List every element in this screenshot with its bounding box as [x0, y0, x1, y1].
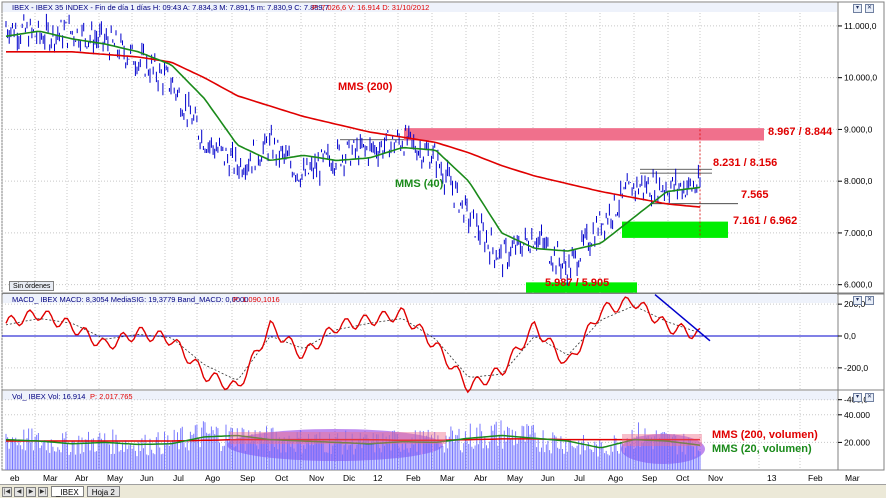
panel-header-strip	[3, 391, 837, 400]
volume-panel-settings-icon[interactable]: ▾	[853, 393, 862, 402]
tab-last-icon[interactable]: ▶|	[38, 486, 48, 497]
volume-header: Vol_ IBEX Vol: 16.914	[12, 392, 85, 401]
tab-next-icon[interactable]: ▶	[26, 486, 36, 497]
mms200-label: MMS (200)	[338, 81, 393, 93]
macd-panel-close-icon[interactable]: ✕	[865, 296, 874, 305]
vol20-label: MMS (20, volumen)	[712, 443, 812, 455]
price-panel-settings-icon[interactable]: ▾	[853, 4, 862, 13]
x-tick-label: Mar	[845, 473, 860, 483]
x-tick-label: Jun	[541, 473, 555, 483]
x-tick-label: Ago	[205, 473, 220, 483]
zone-low-label: 7.161 / 6.962	[733, 215, 797, 227]
zone-bottom-label: 5.987 / 5.905	[545, 277, 609, 289]
tab-prev-icon[interactable]: ◀	[14, 486, 24, 497]
volume-panel-close-icon[interactable]: ✕	[865, 393, 874, 402]
macd-header: MACD_ IBEX MACD: 8,3054 MediaSIG: 19,377…	[12, 295, 248, 304]
macd-trendline	[654, 294, 711, 342]
zone-5987-5905	[526, 282, 637, 293]
volume-band-2	[622, 434, 702, 446]
x-tick-label: Abr	[474, 473, 487, 483]
macd-header-right: P: 1.090,1016	[233, 295, 280, 304]
x-tick-label: Abr	[75, 473, 88, 483]
x-tick-label: Nov	[309, 473, 325, 483]
x-tick-label: Mar	[440, 473, 455, 483]
panel-frame	[1, 292, 885, 391]
price-header: IBEX - IBEX 35 INDEX - Fin de día 1 días…	[12, 3, 329, 12]
mms40-line	[5, 30, 701, 252]
volume-panel[interactable]	[5, 420, 705, 470]
macd-line	[5, 296, 701, 394]
zone-8967-8844	[404, 128, 764, 141]
price-panel-close-icon[interactable]: ✕	[865, 4, 874, 13]
price-bars	[5, 13, 701, 286]
level-7565-label: 7.565	[741, 189, 769, 201]
x-tick-label: 12	[373, 473, 383, 483]
price-y-tick-label: 11.000,0	[844, 21, 877, 31]
volume-bars	[5, 420, 701, 470]
x-tick-label: Ago	[608, 473, 623, 483]
zone-high-label: 8.967 / 8.844	[768, 126, 833, 138]
zone-7161-6962	[622, 221, 728, 238]
x-tick-label: May	[507, 473, 524, 483]
x-tick-label: Jul	[173, 473, 184, 483]
mms200-line	[6, 51, 701, 208]
panel-header-strip	[3, 3, 837, 12]
sin-ordenes-button[interactable]: Sin órdenes	[9, 281, 55, 291]
macd-signal-line	[5, 305, 701, 380]
price-header-right: P: 7.026,6 V: 16.914 D: 31/10/2012	[312, 3, 429, 12]
price-y-tick-label: 9.000,0	[844, 124, 873, 134]
price-y-tick-label: 10.000,0	[844, 73, 877, 83]
axis-labels: eb Mar Abr May Jun Jul Ago Sep Oct Nov Dic 12 Feb Mar…	[10, 21, 877, 483]
tab-hoja2[interactable]: Hoja 2	[86, 486, 120, 497]
x-tick-label: Mar	[43, 473, 58, 483]
volume-mms200-line	[6, 438, 700, 442]
volume-y-tick-label: 20.000	[844, 437, 870, 447]
mms40-label: MMS (40)	[395, 178, 444, 190]
x-tick-label: Feb	[406, 473, 421, 483]
zone-mid-label: 8.231 / 8.156	[713, 157, 777, 169]
x-tick-label: Oct	[676, 473, 690, 483]
price-panel[interactable]	[5, 13, 764, 293]
macd-y-tick-label: 0,0	[844, 331, 856, 341]
price-y-tick-label: 6.000,0	[844, 280, 873, 290]
grid	[1, 13, 838, 470]
panel-frame	[1, 1, 885, 295]
price-y-tick-label: 7.000,0	[844, 228, 873, 238]
x-tick-label: Nov	[708, 473, 724, 483]
tab-first-icon[interactable]: |◀	[2, 486, 12, 497]
macd-panel[interactable]	[2, 294, 838, 394]
volume-mms20-line	[5, 434, 701, 449]
x-tick-label: eb	[10, 473, 20, 483]
x-tick-label: Oct	[275, 473, 289, 483]
x-tick-label: Dic	[343, 473, 356, 483]
x-tick-label: Jun	[140, 473, 154, 483]
panel-header-strip	[3, 294, 837, 303]
sheet-tab-bar: |◀ ◀ ▶ ▶| _IBEX Hoja 2	[0, 484, 886, 498]
vol200-label: MMS (200, volumen)	[712, 429, 818, 441]
x-tick-label: Feb	[808, 473, 823, 483]
x-tick-label: Sep	[240, 473, 255, 483]
x-tick-label: Jul	[574, 473, 585, 483]
x-tick-label: 13	[767, 473, 777, 483]
volume-header-right: P: 2.017.765	[90, 392, 133, 401]
tab-ibex[interactable]: _IBEX	[51, 486, 84, 497]
volume-y-tick-label: 40.000	[844, 410, 870, 420]
macd-y-tick-label: -200,0	[844, 363, 868, 373]
panel-frames	[1, 1, 885, 471]
volume-band-1	[230, 432, 446, 444]
price-y-tick-label: 8.000,0	[844, 176, 873, 186]
x-tick-label: Sep	[642, 473, 657, 483]
macd-panel-settings-icon[interactable]: ▾	[853, 296, 862, 305]
x-tick-label: May	[107, 473, 124, 483]
